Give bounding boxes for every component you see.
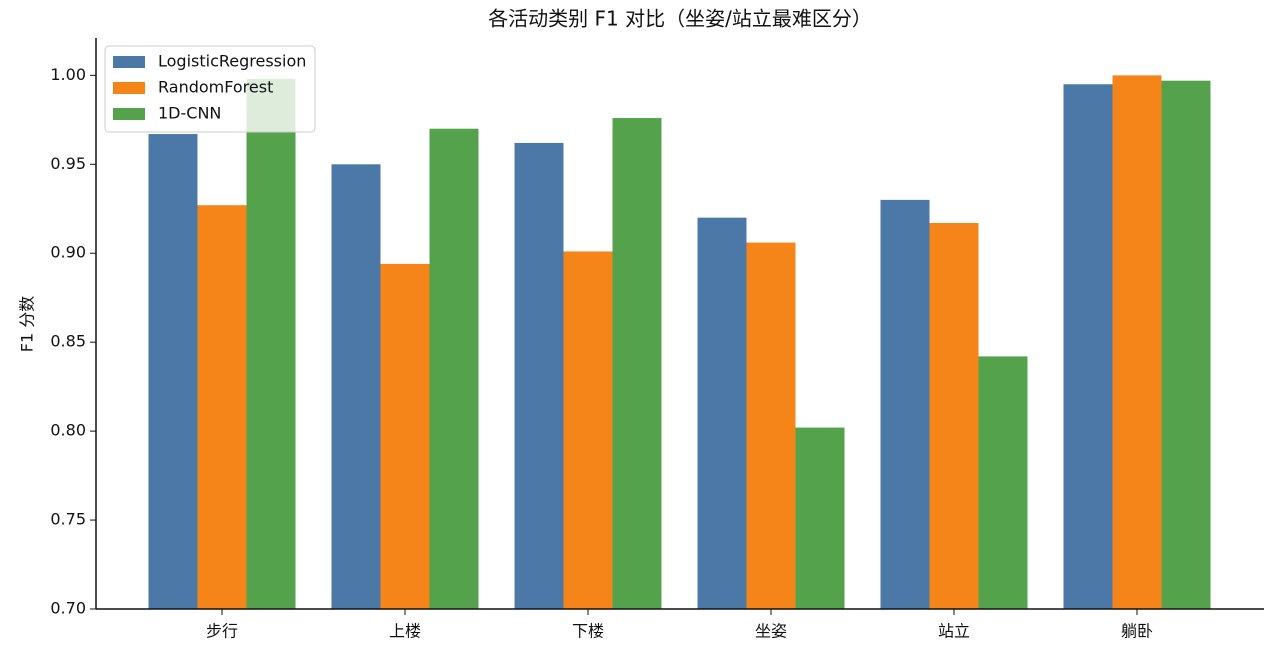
bar xyxy=(795,427,845,609)
bar xyxy=(746,242,796,610)
bar xyxy=(148,134,198,609)
y-tick-label: 1.00 xyxy=(50,65,86,84)
x-tick-label: 坐姿 xyxy=(755,622,787,641)
x-tick-label: 躺卧 xyxy=(1121,622,1153,641)
legend-label: 1D-CNN xyxy=(158,104,221,123)
bar xyxy=(1161,80,1211,609)
y-tick-label: 0.80 xyxy=(50,421,86,440)
y-tick-label: 0.70 xyxy=(50,599,86,618)
bar xyxy=(380,263,430,609)
x-tick-label: 步行 xyxy=(206,622,238,641)
y-tick-label: 0.75 xyxy=(50,510,86,529)
bar xyxy=(1063,84,1113,610)
y-axis-label: F1 分数 xyxy=(18,296,37,352)
bar xyxy=(697,217,747,609)
x-tick-label: 站立 xyxy=(938,622,970,641)
bar xyxy=(197,205,247,609)
bar xyxy=(880,199,930,610)
legend-swatch xyxy=(113,82,145,94)
bar xyxy=(514,142,564,610)
x-tick-label: 上楼 xyxy=(389,622,421,641)
x-tick-label: 下楼 xyxy=(572,622,604,641)
y-tick-label: 0.95 xyxy=(50,154,86,173)
bar xyxy=(331,164,381,609)
legend-box xyxy=(104,45,316,133)
bar xyxy=(978,356,1028,609)
y-tick-label: 0.85 xyxy=(50,332,86,351)
bar xyxy=(429,128,479,610)
chart-title: 各活动类别 F1 对比（坐姿/站立最难区分） xyxy=(488,7,872,31)
bar xyxy=(246,78,296,609)
bar xyxy=(563,251,613,609)
legend-label: LogisticRegression xyxy=(158,52,306,71)
bar xyxy=(1112,75,1162,609)
legend-label: RandomForest xyxy=(158,78,273,97)
legend-swatch xyxy=(113,108,145,120)
legend-swatch xyxy=(113,56,145,68)
bar xyxy=(929,222,979,609)
y-tick-label: 0.90 xyxy=(50,243,86,262)
bar xyxy=(612,118,662,610)
